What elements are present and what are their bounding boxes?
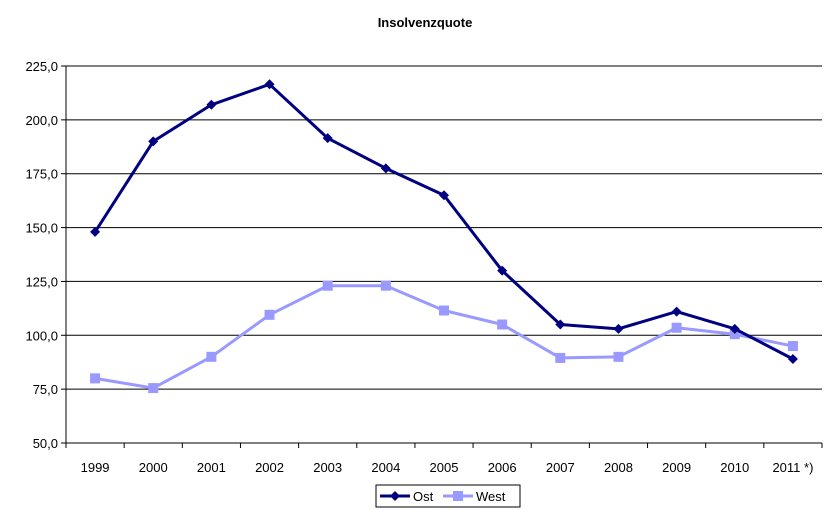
data-point-west <box>322 280 333 291</box>
x-tick-label: 2010 <box>720 460 749 475</box>
legend-item-ost: Ost <box>380 489 434 504</box>
y-tick-label: 200,0 <box>25 113 58 128</box>
x-tick-label: 2001 <box>197 460 226 475</box>
legend-marker-ost <box>390 491 400 501</box>
legend-label-west: West <box>476 489 506 504</box>
x-tick-label: 2007 <box>546 460 575 475</box>
data-point-west <box>206 351 217 362</box>
data-point-ost <box>206 99 217 110</box>
data-point-west <box>671 322 682 333</box>
data-point-ost <box>322 133 333 144</box>
y-tick-label: 175,0 <box>25 167 58 182</box>
x-tick-label: 2005 <box>430 460 459 475</box>
y-tick-label: 225,0 <box>25 59 58 74</box>
x-tick-label: 2002 <box>255 460 284 475</box>
data-point-west <box>613 351 624 362</box>
data-point-ost <box>439 190 449 201</box>
x-tick-label: 2003 <box>313 460 342 475</box>
x-tick-label: 2006 <box>488 460 517 475</box>
series-west <box>90 280 798 394</box>
data-point-ost <box>671 306 682 317</box>
data-point-ost <box>787 353 798 364</box>
axes: 50,0 75,0 100,0 125,0 150,0 175,0 200,0 225,0 19… <box>25 59 823 475</box>
series-line-west <box>94 284 794 390</box>
data-point-west <box>729 329 740 340</box>
data-point-west <box>380 280 391 291</box>
y-tick-label: 50,0 <box>33 436 58 451</box>
x-tick-label: 2009 <box>662 460 691 475</box>
data-point-ost <box>555 319 566 330</box>
series-line-ost <box>93 82 794 361</box>
x-tick-label: 1999 <box>81 460 110 475</box>
data-point-ost <box>729 323 740 334</box>
series-ost <box>90 79 798 364</box>
x-tick-label: 2000 <box>139 460 168 475</box>
data-point-ost <box>380 163 391 174</box>
x-tick-label: 2011 *) <box>772 460 813 475</box>
gridlines <box>66 65 822 444</box>
x-tick-label: 2008 <box>604 460 633 475</box>
data-point-ost <box>90 226 101 237</box>
data-point-ost <box>264 79 275 90</box>
legend-label-ost: Ost <box>413 489 434 504</box>
chart-title: Insolvenzquote <box>378 15 473 30</box>
legend: Ost West <box>375 484 521 508</box>
data-point-west <box>555 352 566 363</box>
data-point-west <box>90 373 101 384</box>
x-tick-label: 2004 <box>371 460 400 475</box>
data-point-ost <box>497 265 508 276</box>
legend-marker-west <box>453 491 463 501</box>
series-layer <box>90 79 798 394</box>
data-point-west <box>264 309 275 320</box>
data-point-ost <box>148 136 159 147</box>
legend-item-west: West <box>443 489 506 504</box>
data-point-ost <box>613 323 624 334</box>
y-tick-label: 100,0 <box>25 328 58 343</box>
data-point-west <box>148 383 159 394</box>
data-point-west <box>439 305 449 316</box>
y-tick-label: 125,0 <box>25 274 58 289</box>
data-point-west <box>497 319 508 330</box>
y-tick-label: 75,0 <box>33 382 58 397</box>
y-tick-label: 150,0 <box>25 221 58 236</box>
data-point-west <box>787 341 798 352</box>
